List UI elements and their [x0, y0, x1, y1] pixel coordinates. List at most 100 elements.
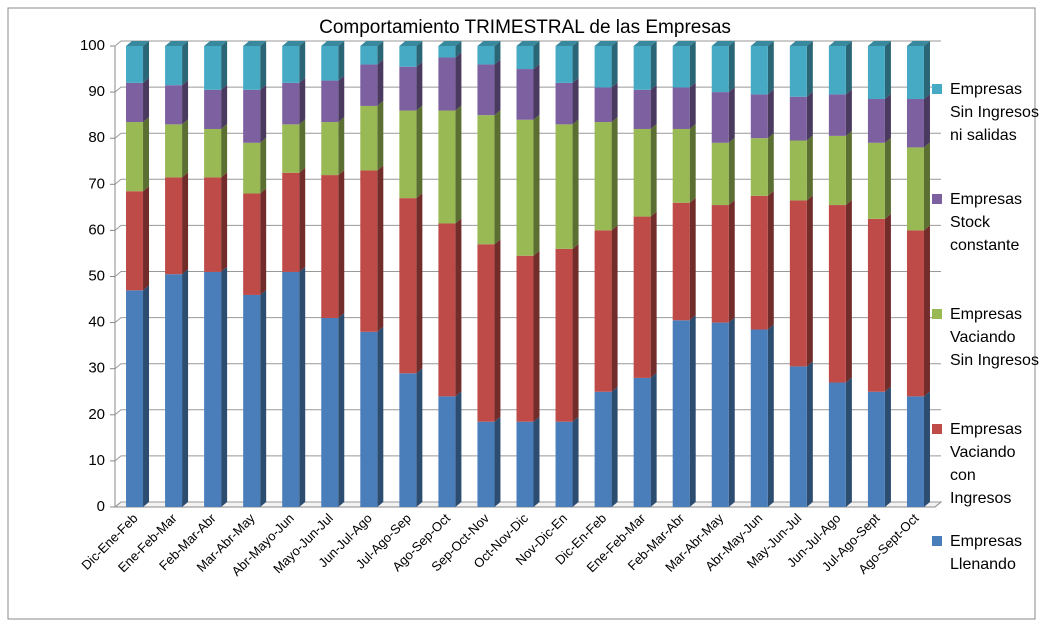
bar-segment [477, 64, 495, 116]
bar-segment [438, 110, 456, 224]
bar-side [494, 239, 501, 422]
bar-segment [165, 124, 183, 178]
bar-segment [438, 223, 456, 397]
bar-segment [126, 290, 144, 507]
bar-segment [789, 46, 807, 97]
bar-side [572, 243, 579, 422]
bar-side [728, 41, 735, 93]
bar-side [494, 416, 501, 507]
bar-segment [321, 317, 339, 507]
legend-item: Empresas Vaciando con Ingresos [932, 418, 1040, 510]
bar-side [884, 213, 891, 392]
bar-segment [633, 46, 651, 90]
bar-side [221, 123, 228, 178]
bar-side [182, 80, 189, 125]
bar-segment [906, 147, 924, 231]
bar-side [650, 372, 657, 507]
legend-item: Empresas Llenando [932, 530, 1040, 576]
y-tick-label: 100 [80, 37, 105, 54]
bar-segment [399, 66, 417, 111]
bar-segment [906, 396, 924, 507]
bar-top [282, 41, 306, 46]
bar-side [182, 119, 189, 178]
bar-side [221, 266, 228, 507]
bar-segment [750, 329, 768, 507]
bar-side [689, 315, 696, 507]
bar-side [338, 312, 345, 507]
y-tick-label: 30 [88, 360, 105, 377]
bar-side [884, 137, 891, 219]
bar-segment [750, 195, 768, 330]
bar-segment [672, 202, 690, 321]
legend-swatch [932, 84, 942, 94]
legend-label: Empresas Vaciando con Ingresos [950, 421, 1023, 507]
bar-side [260, 41, 267, 90]
bar-segment [633, 128, 651, 217]
bar-side [182, 172, 189, 275]
bar-side [884, 386, 891, 507]
bar-top [243, 41, 267, 46]
bar-side [845, 41, 852, 95]
bar-side [299, 77, 306, 125]
bar-segment [828, 205, 846, 383]
bar-side [806, 195, 813, 367]
bar-segment [633, 89, 651, 129]
bar-side [455, 52, 462, 111]
bar-segment [399, 46, 417, 67]
bar-segment [867, 142, 885, 219]
bar-segment [789, 140, 807, 201]
bar-segment [360, 105, 378, 171]
bar-side [221, 41, 228, 90]
bar-top [555, 41, 579, 46]
legend-label: Empresas Sin Ingresos ni salidas [950, 81, 1039, 144]
bar-side [182, 269, 189, 507]
bar-side [299, 41, 306, 83]
bar-top [165, 41, 189, 46]
bar-segment [750, 138, 768, 196]
bar-side [611, 82, 618, 123]
bar-side [923, 94, 930, 148]
grid-line [114, 501, 941, 508]
legend-swatch [932, 309, 942, 319]
bar-side [143, 117, 150, 192]
bar-segment [594, 46, 612, 88]
bar-side [338, 170, 345, 318]
grid-line [114, 317, 941, 323]
bar-top [126, 41, 150, 46]
bar-side [572, 416, 579, 507]
bar-segment [828, 94, 846, 136]
bar-side [689, 41, 696, 88]
bar-segment [399, 110, 417, 199]
bar-side [377, 100, 384, 171]
bar-segment [828, 382, 846, 507]
legend-item: Empresas Stock constante [932, 188, 1040, 257]
grid-line [114, 132, 941, 139]
legend-label: Empresas Llenando [950, 533, 1023, 573]
bar-segment [399, 198, 417, 374]
bar-segment [906, 99, 924, 148]
bar-side [728, 317, 735, 507]
bar-segment [750, 94, 768, 139]
bar-segment [438, 46, 456, 58]
bar-segment [555, 124, 573, 249]
legend-item: Empresas Vaciando Sin Ingresos [932, 303, 1040, 372]
bar-segment [555, 421, 573, 507]
grid-line [114, 40, 941, 47]
bar-segment [360, 46, 378, 65]
grid-line [114, 271, 941, 277]
bar-segment [438, 57, 456, 111]
bar-side [806, 361, 813, 507]
bar-segment [906, 230, 924, 397]
bar-side [416, 41, 423, 67]
bar-segment [477, 244, 495, 422]
y-tick-label: 90 [88, 83, 105, 100]
grid-line [114, 86, 941, 93]
bar-side [923, 391, 930, 507]
bar-side [806, 41, 813, 97]
grid-line [114, 178, 941, 185]
bar-top [711, 41, 735, 46]
bar-segment [477, 46, 495, 65]
bar-side [299, 119, 306, 173]
bar-side [650, 211, 657, 378]
bar-top [633, 41, 657, 46]
